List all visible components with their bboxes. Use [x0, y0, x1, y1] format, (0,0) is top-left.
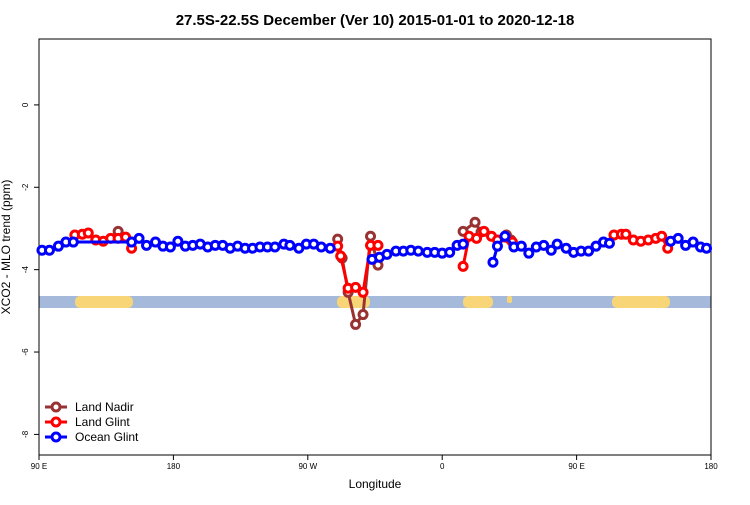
- surface-strip: [39, 296, 711, 308]
- data-point: [269, 241, 281, 253]
- y-tick-label: -8: [21, 430, 30, 438]
- y-tick-label: -2: [21, 183, 30, 191]
- data-point: [357, 309, 369, 321]
- land-patch: [337, 296, 370, 308]
- data-point: [164, 241, 176, 253]
- data-point: [350, 318, 362, 330]
- data-point: [620, 228, 632, 240]
- legend-swatch-marker: [50, 401, 62, 413]
- data-point: [172, 235, 184, 247]
- data-point: [538, 239, 550, 251]
- data-point: [499, 230, 511, 242]
- data-point: [603, 237, 615, 249]
- x-tick-label: 90 E: [31, 462, 47, 471]
- data-point: [43, 244, 55, 256]
- data-point: [372, 239, 384, 251]
- legend-label: Land Nadir: [75, 400, 134, 414]
- data-point: [471, 232, 483, 244]
- data-point: [545, 244, 557, 256]
- data-point: [457, 260, 469, 272]
- x-tick-label: 90 W: [298, 462, 317, 471]
- y-tick-label: -4: [21, 266, 30, 274]
- x-axis-label: Longitude: [349, 477, 402, 491]
- data-point: [469, 216, 481, 228]
- data-point: [523, 247, 535, 259]
- legend-swatch-marker: [50, 416, 62, 428]
- data-point: [412, 245, 424, 257]
- data-point: [701, 242, 713, 254]
- data-point: [284, 239, 296, 251]
- chart-title: 27.5S-22.5S December (Ver 10) 2015-01-01…: [176, 12, 575, 29]
- data-point: [335, 250, 347, 262]
- x-tick-label: 180: [704, 462, 718, 471]
- land-patch: [507, 296, 512, 303]
- data-point: [515, 240, 527, 252]
- data-point: [444, 246, 456, 258]
- data-point: [67, 236, 79, 248]
- data-point: [672, 232, 684, 244]
- x-tick-label: 90 E: [568, 462, 584, 471]
- y-tick-label: -6: [21, 348, 30, 356]
- land-patch: [463, 296, 493, 308]
- data-point: [656, 230, 668, 242]
- data-point: [133, 232, 145, 244]
- ocean-strip: [39, 296, 711, 308]
- x-tick-label: 0: [440, 462, 445, 471]
- data-point: [457, 238, 469, 250]
- data-point: [315, 241, 327, 253]
- legend-swatch-marker: [50, 431, 62, 443]
- data-point: [365, 230, 377, 242]
- data-point: [357, 286, 369, 298]
- x-tick-label: 180: [167, 462, 181, 471]
- y-axis-label: XCO2 - MLO trend (ppm): [0, 180, 13, 315]
- data-point: [350, 281, 362, 293]
- data-point: [141, 239, 153, 251]
- land-patch: [612, 296, 670, 308]
- data-point: [82, 227, 94, 239]
- data-point: [583, 245, 595, 257]
- data-point: [491, 240, 503, 252]
- data-point: [381, 248, 393, 260]
- legend-label: Land Glint: [75, 415, 130, 429]
- data-point: [487, 256, 499, 268]
- data-point: [478, 225, 490, 237]
- y-tick-label: 0: [21, 102, 30, 107]
- data-point: [687, 236, 699, 248]
- land-patch: [75, 296, 133, 308]
- data-point: [324, 242, 336, 254]
- data-point: [551, 238, 563, 250]
- legend-label: Ocean Glint: [75, 430, 139, 444]
